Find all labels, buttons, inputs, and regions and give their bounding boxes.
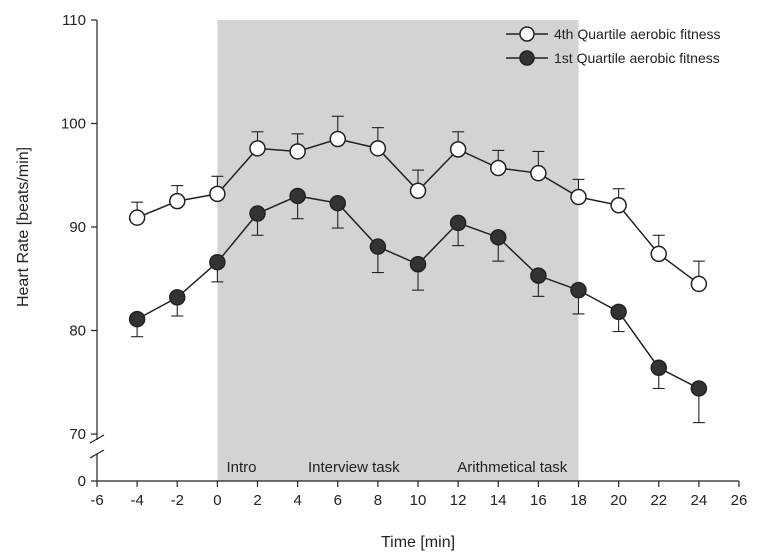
x-tick-label: 18 bbox=[570, 492, 587, 509]
x-tick-label: 8 bbox=[374, 492, 382, 509]
data-point bbox=[650, 245, 667, 263]
data-point bbox=[249, 205, 266, 222]
data-point bbox=[610, 303, 627, 321]
data-point bbox=[209, 185, 226, 203]
phase-label-intro: Intro bbox=[226, 459, 256, 476]
data-point bbox=[690, 275, 708, 293]
data-point bbox=[249, 140, 266, 157]
data-point bbox=[289, 187, 306, 205]
data-point bbox=[409, 256, 427, 273]
y-tick-label: 70 bbox=[69, 426, 86, 443]
data-point bbox=[128, 209, 146, 226]
data-point bbox=[570, 188, 587, 206]
data-point bbox=[690, 380, 708, 397]
y-axis-label: Heart Rate [beats/min] bbox=[15, 147, 32, 307]
y-tick-label: 90 bbox=[69, 219, 86, 236]
x-axis-label: Time [min] bbox=[381, 534, 455, 551]
legend: 4th Quartile aerobic fitness 1st Quartil… bbox=[506, 26, 721, 66]
data-point bbox=[128, 310, 146, 328]
x-tick-label: -6 bbox=[90, 492, 103, 509]
x-tick-label: 0 bbox=[213, 492, 221, 509]
data-point bbox=[209, 253, 226, 271]
data-point bbox=[169, 192, 186, 210]
y-axis-break-mark bbox=[89, 449, 105, 459]
data-point bbox=[530, 267, 547, 284]
series-layer bbox=[128, 115, 708, 424]
y-tick-label: 80 bbox=[69, 323, 86, 340]
x-tick-label: 2 bbox=[253, 492, 261, 509]
x-tick-label: 20 bbox=[610, 492, 627, 509]
data-point bbox=[570, 281, 587, 299]
phase-labels: Intro Interview task Arithmetical task bbox=[226, 459, 567, 476]
data-point bbox=[329, 194, 346, 212]
x-tick-label: 6 bbox=[334, 492, 342, 509]
legend-label-4th-quartile: 4th Quartile aerobic fitness bbox=[554, 26, 721, 42]
x-tick-label: 24 bbox=[691, 492, 708, 509]
data-point bbox=[490, 159, 507, 177]
y-tick-label: 110 bbox=[62, 12, 86, 29]
data-point bbox=[610, 197, 627, 214]
data-point bbox=[289, 143, 306, 160]
shaded-task-region bbox=[217, 20, 579, 481]
y-tick-label: 0 bbox=[78, 473, 86, 490]
series-4th-quartile bbox=[128, 115, 708, 293]
series-1st-quartile bbox=[128, 187, 708, 424]
phase-label-interview: Interview task bbox=[308, 459, 400, 476]
data-point bbox=[369, 140, 387, 157]
y-axis-break-mark bbox=[89, 434, 105, 444]
ticks: -6 -4 -2 0 2 4 6 8 10 12 14 16 18 20 22 24 2607080901001… bbox=[61, 12, 747, 509]
x-tick-label: 10 bbox=[410, 492, 427, 509]
data-point bbox=[329, 130, 346, 148]
y-tick-label: 100 bbox=[61, 116, 86, 133]
x-tick-label: 14 bbox=[490, 492, 507, 509]
x-tick-label: 26 bbox=[731, 492, 748, 509]
x-tick-label: -4 bbox=[130, 492, 143, 509]
legend-label-1st-quartile: 1st Quartile aerobic fitness bbox=[554, 50, 720, 66]
data-point bbox=[650, 359, 667, 377]
data-point bbox=[449, 141, 467, 158]
data-point bbox=[369, 238, 387, 255]
legend-marker-4th-quartile bbox=[519, 26, 535, 42]
data-point bbox=[409, 182, 427, 200]
data-point bbox=[169, 289, 186, 306]
data-point bbox=[449, 214, 467, 232]
data-point bbox=[490, 229, 507, 246]
x-tick-label: 22 bbox=[650, 492, 667, 509]
x-tick-label: 12 bbox=[450, 492, 467, 509]
legend-marker-1st-quartile bbox=[519, 50, 535, 66]
x-tick-label: 4 bbox=[293, 492, 301, 509]
x-tick-label: 16 bbox=[530, 492, 547, 509]
x-tick-label: -2 bbox=[171, 492, 184, 509]
phase-label-arithmetical: Arithmetical task bbox=[457, 459, 568, 476]
data-point bbox=[530, 164, 547, 182]
